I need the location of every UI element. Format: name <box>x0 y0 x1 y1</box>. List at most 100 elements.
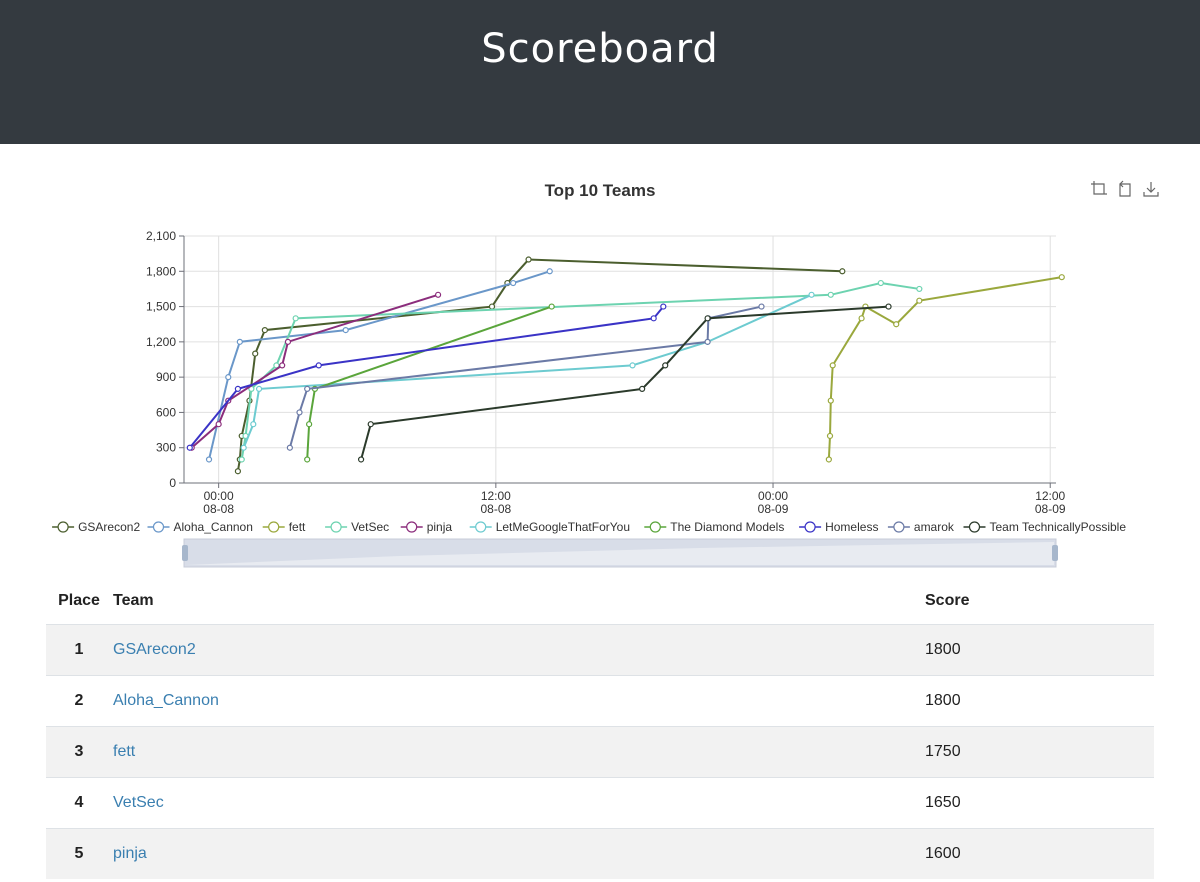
x-tick-label: 12:00 <box>481 489 511 503</box>
data-point <box>284 338 292 345</box>
place-cell: 1 <box>46 624 112 676</box>
x-tick-label: 08-09 <box>1035 502 1066 516</box>
data-point <box>548 303 555 310</box>
legend-label: The Diamond Models <box>670 520 784 534</box>
scoreboard-chart: Top 10 Teams 0 300 600 900 1,200 1,500 1,800 2,1… <box>52 181 1127 568</box>
data-point <box>215 421 222 428</box>
data-point <box>205 456 213 463</box>
series-line <box>236 258 843 472</box>
data-point <box>525 256 532 263</box>
y-tick-label: 1,200 <box>146 335 176 349</box>
data-point <box>1058 274 1065 281</box>
table-row: 3 fett 1750 <box>46 726 1154 778</box>
data-point <box>236 338 243 345</box>
scoreboard-table: Place Team Score 1 GSArecon2 1800 2 Aloh… <box>46 578 1154 879</box>
score-cell: 1800 <box>924 675 1154 727</box>
data-zoom-slider[interactable] <box>182 538 1058 568</box>
data-point <box>546 268 553 275</box>
x-tick-label: 08-08 <box>203 502 234 516</box>
data-point <box>488 303 496 310</box>
data-point <box>304 385 311 393</box>
place-cell: 4 <box>46 777 112 829</box>
data-point <box>186 444 193 451</box>
data-point <box>279 362 286 369</box>
data-point <box>704 338 711 345</box>
chart-toolbox <box>1090 180 1160 198</box>
data-zoom-handle-right <box>1052 545 1058 561</box>
data-point <box>250 421 257 428</box>
legend-symbol-icon <box>893 521 905 533</box>
data-point <box>839 268 846 275</box>
series-line <box>240 282 920 460</box>
legend-symbol-icon <box>406 521 418 533</box>
team-link[interactable]: fett <box>113 743 136 760</box>
data-point <box>292 315 299 322</box>
data-point <box>357 456 365 463</box>
series-line <box>208 270 551 460</box>
legend-symbol-icon <box>804 521 816 533</box>
legend-item[interactable]: The Diamond Models <box>644 520 784 534</box>
data-point <box>808 291 815 298</box>
data-point <box>367 421 374 428</box>
data-point <box>510 279 517 287</box>
y-tick-label: 300 <box>156 441 176 455</box>
legend-item[interactable]: amarok <box>887 520 955 534</box>
score-cell: 1600 <box>924 828 1154 879</box>
team-link[interactable]: VetSec <box>113 794 164 811</box>
place-cell: 3 <box>46 726 112 778</box>
team-header: Team <box>113 592 154 609</box>
data-point <box>315 362 322 369</box>
zoom-reset-icon[interactable] <box>1116 180 1134 198</box>
legend-item[interactable]: Team TechnicallyPossible <box>963 520 1127 534</box>
chart-title: Top 10 Teams <box>545 181 656 200</box>
legend-label: Homeless <box>825 520 878 534</box>
y-tick-label: 1,800 <box>146 264 176 278</box>
legend-symbol-icon <box>152 521 165 533</box>
download-icon[interactable] <box>1142 180 1160 198</box>
data-point <box>827 291 834 298</box>
legend-symbol-icon <box>330 521 342 533</box>
team-link[interactable]: pinja <box>113 845 147 862</box>
data-point <box>252 350 259 357</box>
data-point <box>650 315 657 322</box>
legend-symbol-icon <box>475 521 487 533</box>
legend-item[interactable]: VetSec <box>325 520 389 534</box>
table-row: 1 GSArecon2 1800 <box>46 624 1154 676</box>
page-header: Scoreboard <box>0 0 1200 144</box>
team-link[interactable]: Aloha_Cannon <box>113 692 219 709</box>
score-cell: 1650 <box>924 777 1154 829</box>
legend-item[interactable]: LetMeGoogleThatForYou <box>469 520 630 534</box>
score-header: Score <box>925 592 970 609</box>
legend-item[interactable]: GSArecon2 <box>52 520 140 534</box>
data-point <box>238 456 245 463</box>
table-header-row: Place Team Score <box>46 578 1154 625</box>
legend-item[interactable]: Homeless <box>799 520 878 534</box>
x-tick-label: 08-09 <box>758 502 789 516</box>
series-line <box>288 305 762 448</box>
legend-item[interactable]: Aloha_Cannon <box>147 520 253 534</box>
legend-label: LetMeGoogleThatForYou <box>496 520 630 534</box>
score-cell: 1800 <box>924 624 1154 676</box>
legend-label: Team TechnicallyPossible <box>990 520 1127 534</box>
data-point <box>342 326 349 334</box>
place-cell: 5 <box>46 828 112 879</box>
data-point <box>261 326 268 334</box>
legend-item[interactable]: pinja <box>400 520 453 534</box>
zoom-icon[interactable] <box>1090 180 1108 198</box>
x-tick-label: 12:00 <box>1035 489 1065 503</box>
y-tick-label: 1,500 <box>146 300 176 314</box>
team-link[interactable]: GSArecon2 <box>113 641 196 658</box>
data-point <box>629 362 636 369</box>
legend-label: pinja <box>427 520 453 534</box>
x-tick-label: 00:00 <box>204 489 234 503</box>
data-point <box>826 432 834 440</box>
legend-item[interactable]: fett <box>262 520 306 534</box>
data-point <box>885 303 892 310</box>
data-point <box>858 315 865 322</box>
page-title: Scoreboard <box>481 26 719 72</box>
place-cell: 2 <box>46 675 112 727</box>
table-row: 5 pinja 1600 <box>46 828 1154 879</box>
legend-label: Aloha_Cannon <box>174 520 253 534</box>
data-point <box>916 297 923 304</box>
data-point <box>639 385 646 393</box>
